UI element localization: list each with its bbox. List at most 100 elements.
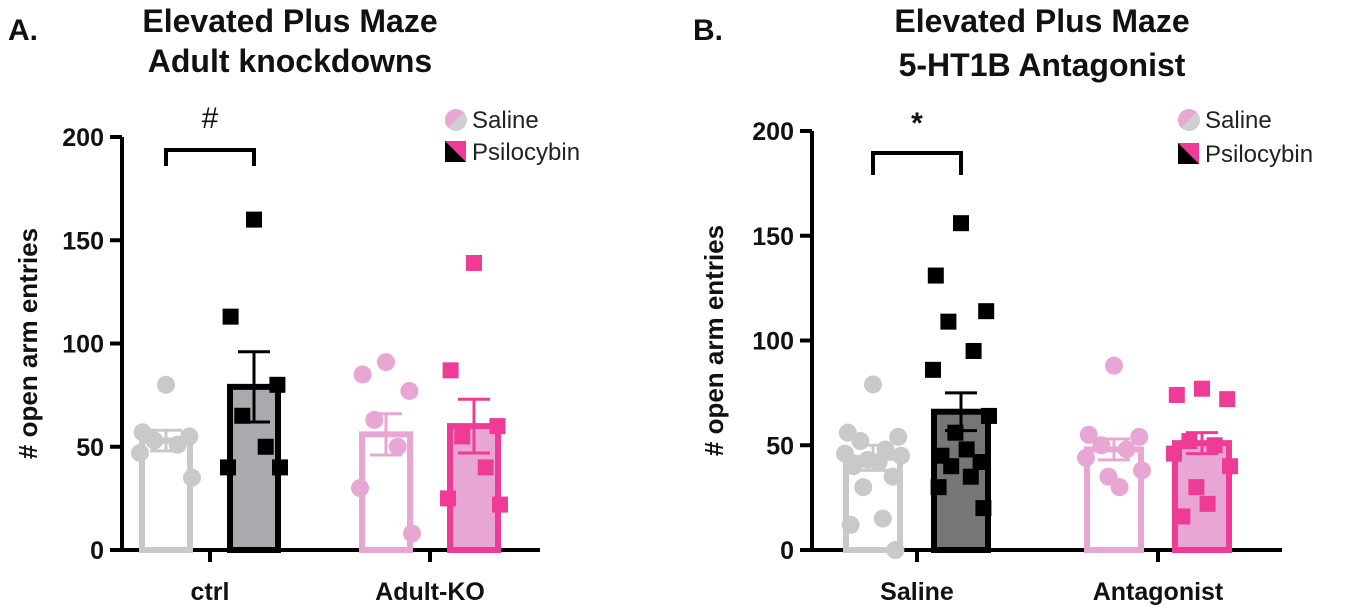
data-point (222, 308, 239, 325)
bar-group (131, 375, 201, 553)
legend: Saline Psilocybin (472, 107, 580, 166)
data-point (1219, 391, 1236, 408)
half-square-icon (1178, 143, 1199, 164)
data-point (927, 267, 944, 284)
data-point (972, 454, 989, 471)
data-point (454, 428, 471, 445)
y-tick-label: 100 (752, 328, 794, 356)
data-point (981, 407, 997, 424)
data-point (1206, 437, 1223, 454)
x-tick-label: Antagonist (1093, 578, 1224, 606)
data-point (442, 362, 459, 379)
data-point (1133, 461, 1151, 480)
data-point (1079, 425, 1098, 444)
data-point (873, 509, 892, 528)
bar-group (1077, 356, 1151, 553)
data-point (131, 443, 149, 462)
data-point (869, 453, 888, 472)
panel-label: A. (8, 14, 38, 47)
data-point (1181, 433, 1198, 450)
y-axis-label: # open arm entries (699, 225, 729, 456)
data-point (489, 418, 506, 435)
y-tick-label: 150 (752, 223, 794, 251)
data-point (145, 431, 164, 450)
data-point (978, 303, 995, 320)
significance-bracket (164, 148, 256, 166)
bracket-line (871, 151, 963, 175)
legend: Saline Psilocybin (1205, 107, 1313, 168)
data-point (403, 524, 421, 543)
panel-label: B. (693, 14, 723, 47)
data-point (864, 375, 882, 394)
data-point (886, 541, 905, 559)
legend-label: Psilocybin (1205, 141, 1313, 168)
data-point (400, 381, 419, 400)
data-point (975, 500, 992, 517)
y-axis-label: # open arm entries (13, 228, 43, 459)
half-square-icon (445, 141, 466, 162)
data-point (388, 437, 407, 456)
bar-group (836, 375, 910, 559)
x-tick-label: Adult-KO (375, 578, 485, 606)
data-point (351, 479, 369, 498)
half-square-icon-dark (1178, 143, 1199, 164)
half-circle-icon (445, 109, 467, 131)
data-point (1130, 427, 1149, 446)
data-point (892, 446, 910, 465)
significance-bracket (871, 151, 963, 175)
data-point (220, 459, 236, 476)
data-point (1105, 356, 1123, 375)
data-point (1188, 479, 1205, 496)
data-point (1117, 440, 1136, 459)
data-point (492, 496, 508, 513)
x-tick-label: Saline (880, 578, 954, 606)
half-circle-icon-dark (445, 109, 464, 128)
chart-title-line: 5-HT1B Antagonist (899, 47, 1186, 83)
data-point (365, 410, 384, 429)
data-point (930, 479, 947, 496)
data-point (168, 435, 187, 454)
data-point (962, 468, 979, 485)
data-point (157, 375, 175, 394)
y-tick-label: 0 (90, 537, 104, 565)
bracket-line (164, 148, 256, 166)
data-point (1077, 448, 1095, 467)
bar-group (440, 254, 508, 554)
bar (1084, 446, 1144, 553)
data-point (1166, 445, 1182, 462)
data-point (234, 407, 251, 424)
x-tick-label: ctrl (191, 578, 230, 606)
significance-label: # (202, 102, 219, 135)
bar (139, 437, 193, 553)
y-tick-label: 200 (752, 118, 794, 146)
data-point (477, 459, 494, 476)
bar-group (925, 215, 997, 554)
y-tick-label: 200 (62, 124, 104, 152)
y-tick-label: 0 (780, 537, 794, 565)
y-tick-label: 100 (62, 331, 104, 359)
data-point (1199, 495, 1216, 512)
data-point (854, 478, 873, 497)
data-point (841, 515, 860, 534)
data-point (889, 427, 908, 446)
chart-title-line: Elevated Plus Maze (142, 3, 437, 39)
data-point (883, 467, 902, 486)
y-tick-label: 50 (766, 432, 794, 460)
legend-label: Psilocybin (472, 139, 580, 166)
data-point (377, 353, 395, 372)
significance-label: * (911, 107, 923, 140)
data-point (1092, 436, 1111, 455)
data-point (1222, 458, 1238, 475)
data-point (246, 211, 262, 228)
data-point (272, 459, 288, 476)
data-point (925, 361, 941, 378)
data-point (257, 438, 274, 455)
data-point (940, 313, 957, 330)
bar-group (351, 353, 421, 553)
chart-title-line: Elevated Plus Maze (894, 3, 1189, 39)
data-point (466, 254, 482, 271)
data-point (1168, 386, 1185, 403)
y-tick-label: 150 (62, 227, 104, 255)
bar-group (220, 211, 288, 553)
